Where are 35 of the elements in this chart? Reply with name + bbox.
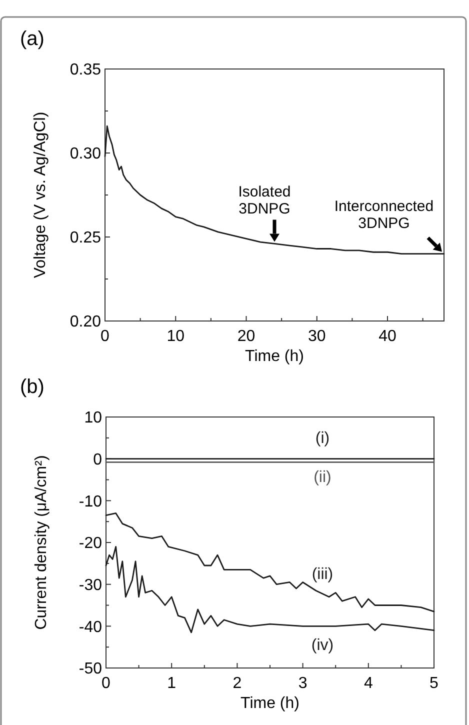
y-tick-label: 10 — [84, 410, 102, 427]
x-tick-label: 5 — [430, 675, 439, 692]
series-label: (i) — [315, 430, 330, 447]
y-tick-label: 0.30 — [70, 146, 102, 163]
y-tick-label: -40 — [78, 618, 102, 636]
x-tick-label: 30 — [308, 328, 326, 345]
chart-title: (b) — [20, 376, 44, 398]
y-axis-title: Voltage (V vs. Ag/AgCl) — [32, 112, 49, 278]
x-tick-label: 10 — [166, 328, 185, 345]
y-axis-title: Current density (μA/cm²) — [33, 455, 50, 630]
line-series — [104, 125, 445, 254]
line-series — [105, 512, 435, 612]
series-label: (iii) — [312, 566, 334, 583]
y-tick-label: -50 — [78, 660, 102, 678]
series-label: (iv) — [311, 637, 334, 654]
y-tick-label: 0.20 — [70, 314, 102, 331]
x-tick-label: 40 — [378, 328, 396, 345]
x-tick-label: 3 — [298, 675, 308, 692]
annotation: Isolated 3DNPG — [238, 184, 291, 218]
y-tick-label: 0 — [93, 451, 102, 468]
x-tick-label: 2 — [232, 675, 242, 692]
line-series — [105, 546, 435, 634]
x-tick-label: 4 — [364, 675, 373, 692]
x-tick-label: 1 — [167, 675, 176, 692]
chart-title: (a) — [20, 28, 44, 50]
y-tick-label: 0.25 — [70, 230, 102, 247]
x-axis-title: Time (h) — [240, 695, 300, 712]
x-axis-title: Time (h) — [245, 348, 304, 365]
y-tick-label: -30 — [78, 576, 102, 594]
y-tick-label: 0.35 — [70, 62, 102, 79]
y-tick-label: -10 — [78, 493, 102, 510]
y-tick-label: -20 — [78, 535, 102, 552]
series-label: (ii) — [314, 469, 332, 486]
annotation: Interconnected 3DNPG — [334, 198, 434, 232]
x-tick-label: 20 — [237, 328, 256, 345]
